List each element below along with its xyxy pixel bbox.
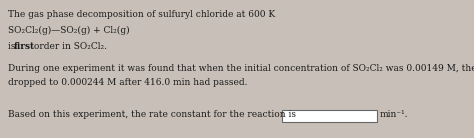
Text: The gas phase decomposition of sulfuryl chloride at 600 K: The gas phase decomposition of sulfuryl … [8, 10, 275, 19]
Text: first: first [14, 42, 35, 51]
Text: min⁻¹.: min⁻¹. [380, 110, 409, 119]
Text: Based on this experiment, the rate constant for the reaction is: Based on this experiment, the rate const… [8, 110, 296, 119]
FancyBboxPatch shape [282, 110, 377, 122]
Text: is: is [8, 42, 18, 51]
Text: During one experiment it was found that when the initial concentration of SO₂Cl₂: During one experiment it was found that … [8, 64, 474, 73]
Text: SO₂Cl₂(g)—SO₂(g) + Cl₂(g): SO₂Cl₂(g)—SO₂(g) + Cl₂(g) [8, 26, 129, 35]
Text: order in SO₂Cl₂.: order in SO₂Cl₂. [31, 42, 107, 51]
Text: dropped to 0.000244 M after 416.0 min had passed.: dropped to 0.000244 M after 416.0 min ha… [8, 78, 247, 87]
